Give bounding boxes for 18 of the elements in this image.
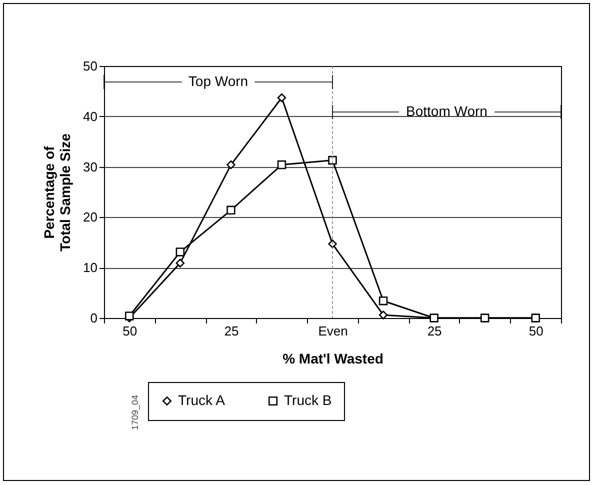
x-axis-title: % Mat'l Wasted bbox=[282, 350, 384, 366]
legend-label: Truck B bbox=[284, 392, 332, 408]
x-tick-label: Even bbox=[318, 324, 348, 338]
y-tick-label: 40 bbox=[83, 108, 98, 124]
x-tick-label: 25 bbox=[224, 324, 239, 338]
y-tick-label: 0 bbox=[90, 310, 98, 326]
text: 1709_04 bbox=[130, 394, 140, 430]
annotation: Top Worn bbox=[188, 73, 248, 89]
y-tick-label: 20 bbox=[83, 210, 98, 225]
y-axis-title: Percentage of Total Sample Size bbox=[41, 133, 74, 252]
x-tick-label: 50 bbox=[528, 324, 544, 338]
x-tick-label: 50 bbox=[122, 324, 138, 338]
y-tick-label: 30 bbox=[83, 159, 98, 174]
annotation: Bottom Worn bbox=[406, 103, 488, 119]
legend-label: Truck A bbox=[178, 392, 226, 408]
y-tick-label: 10 bbox=[83, 260, 98, 276]
x-tick-label: 25 bbox=[427, 324, 442, 338]
y-tick-label: 50 bbox=[83, 58, 98, 74]
